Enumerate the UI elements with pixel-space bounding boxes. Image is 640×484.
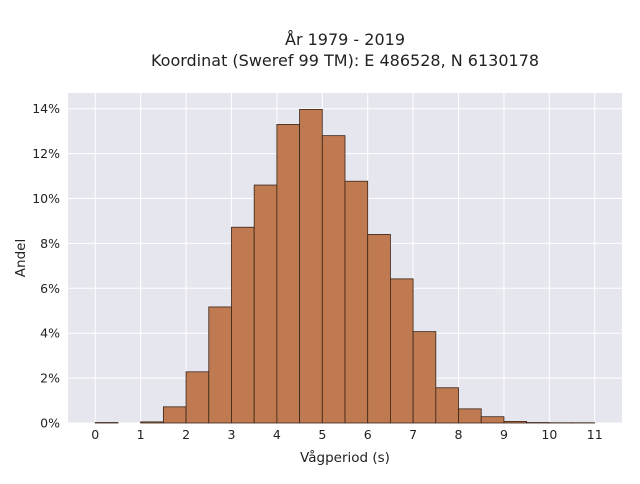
x-tick-label: 3 [227,427,235,442]
histogram-bar [186,372,209,423]
x-axis-label: Vågperiod (s) [300,449,390,466]
y-tick-label: 4% [40,326,60,341]
histogram-bar [254,185,277,423]
histogram-bar [231,227,254,423]
histogram-bar [413,332,436,423]
x-tick-label: 0 [91,427,99,442]
x-tick-label: 8 [455,427,463,442]
y-tick-label: 12% [32,146,60,161]
x-tick-label: 7 [409,427,417,442]
x-tick-label: 9 [500,427,508,442]
histogram-bar [390,279,413,423]
y-tick-label: 10% [32,191,60,206]
y-tick-label: 2% [40,371,60,386]
x-tick-label: 10 [541,427,557,442]
histogram-bar [368,234,391,423]
histogram-bar [163,407,186,423]
histogram-bar [436,388,459,423]
histogram-bar [504,421,527,423]
y-tick-label: 0% [40,416,60,431]
y-axis-label: Andel [13,239,29,277]
histogram-bar [209,307,232,423]
histogram-bar [322,136,345,423]
histogram-bar [459,409,482,423]
x-tick-label: 6 [364,427,372,442]
y-tick-label: 14% [32,101,60,116]
x-tick-label: 4 [273,427,281,442]
y-axis-ticks: 0% 2% 4% 6% 8% 10% 12% 14% [32,101,60,430]
x-tick-label: 1 [137,427,145,442]
x-tick-label: 2 [182,427,190,442]
x-tick-label: 11 [587,427,603,442]
histogram-bar [141,422,164,423]
histogram-bar [345,181,368,423]
histogram-bar [300,109,323,423]
y-tick-label: 8% [40,236,60,251]
chart-title-line-1: År 1979 - 2019 [285,30,405,49]
x-axis-ticks: 0 1 2 3 4 5 6 7 8 9 10 11 [91,427,602,442]
x-tick-label: 5 [318,427,326,442]
histogram-bar [481,417,504,423]
chart-title-line-2: Koordinat (Sweref 99 TM): E 486528, N 61… [151,51,539,70]
y-tick-label: 6% [40,281,60,296]
histogram-bar [277,124,300,423]
